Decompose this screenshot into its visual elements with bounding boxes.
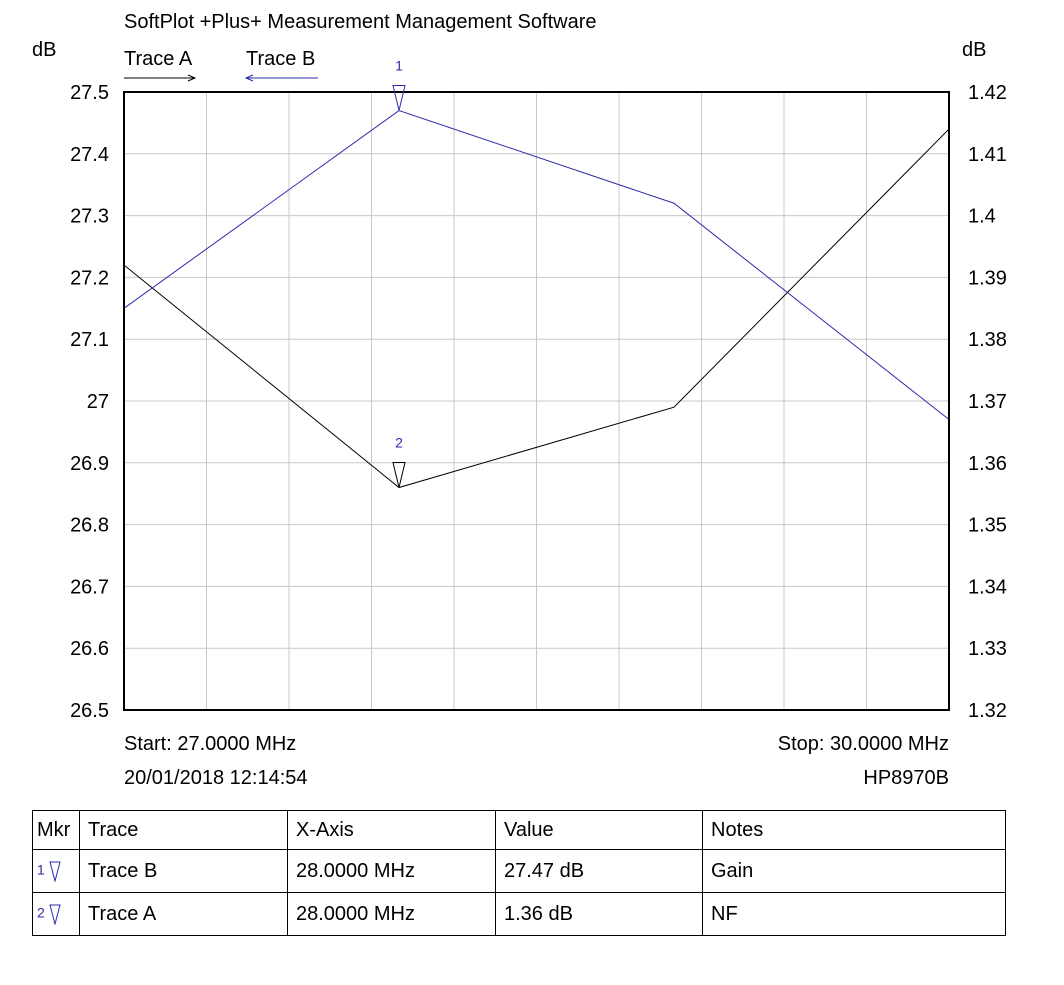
legend-trace-b-arrow (244, 74, 318, 82)
left-tick-label: 26.7 (70, 576, 109, 598)
timestamp: 20/01/2018 12:14:54 (124, 767, 308, 789)
marker-triangle-icon (392, 85, 406, 111)
header-trace: Trace (79, 810, 288, 850)
right-tick-label: 1.32 (968, 700, 1007, 722)
start-frequency: Start: 27.0000 MHz (124, 733, 296, 755)
left-tick-label: 26.8 (70, 515, 109, 537)
left-tick-label: 26.9 (70, 453, 109, 475)
right-tick-label: 1.34 (968, 576, 1007, 598)
left-tick-label: 27.1 (70, 329, 109, 351)
right-axis-ticks: 1.42 1.41 1.4 1.39 1.38 1.37 1.36 1.35 1.34 1.33 1… (968, 82, 1007, 722)
right-tick-label: 1.37 (968, 391, 1007, 413)
marker-number: 1 (37, 861, 45, 878)
header-notes: Notes (702, 810, 1006, 850)
row-notes: Gain (702, 849, 1006, 893)
right-tick-label: 1.42 (968, 82, 1007, 104)
marker-table-header: Mkr Trace X-Axis Value Notes (32, 810, 1006, 850)
series-line-trace-b (123, 109, 950, 420)
series-line-trace-a (123, 128, 950, 489)
chart-title: SoftPlot +Plus+ Measurement Management S… (124, 11, 596, 33)
legend-trace-b: Trace B (246, 48, 315, 70)
marker-label: 1 (395, 58, 403, 74)
right-tick-label: 1.35 (968, 515, 1007, 537)
right-tick-label: 1.39 (968, 267, 1007, 289)
row-x-axis: 28.0000 MHz (287, 849, 496, 893)
marker-number: 2 (37, 904, 45, 921)
row-value: 1.36 dB (495, 892, 703, 936)
chart: SoftPlot +Plus+ Measurement Management S… (32, 11, 1007, 789)
row-trace: Trace B (79, 849, 288, 893)
marker-triangle-icon (392, 462, 406, 488)
right-axis-unit: dB (962, 39, 986, 61)
right-tick-label: 1.33 (968, 638, 1007, 660)
row-trace: Trace A (79, 892, 288, 936)
right-tick-label: 1.36 (968, 453, 1007, 475)
marker-triangle-icon (49, 904, 61, 926)
marker-triangle-icon (49, 861, 61, 883)
marker-cell: 1 (32, 849, 80, 893)
row-notes: NF (702, 892, 1006, 936)
marker-table: Mkr Trace X-Axis Value Notes 1 Trace B 2… (32, 810, 1006, 936)
marker-label: 2 (395, 435, 403, 451)
marker-layer: 12 (392, 58, 406, 488)
stop-frequency: Stop: 30.0000 MHz (778, 733, 949, 755)
header-mkr: Mkr (32, 810, 80, 850)
legend-trace-a-arrow (124, 74, 197, 82)
row-x-axis: 28.0000 MHz (287, 892, 496, 936)
left-tick-label: 27 (87, 391, 109, 413)
left-tick-label: 27.5 (70, 82, 109, 104)
header-x-axis: X-Axis (287, 810, 496, 850)
left-tick-label: 27.4 (70, 144, 109, 166)
right-tick-label: 1.41 (968, 144, 1007, 166)
left-axis-unit: dB (32, 39, 56, 61)
legend-trace-a: Trace A (124, 48, 193, 70)
left-tick-label: 27.2 (70, 267, 109, 289)
left-tick-label: 26.5 (70, 700, 109, 722)
table-row: 1 Trace B 28.0000 MHz 27.47 dB Gain (32, 849, 1006, 893)
plot-frame (123, 91, 950, 711)
table-row: 2 Trace A 28.0000 MHz 1.36 dB NF (32, 892, 1006, 936)
series-layer (123, 109, 950, 489)
left-tick-label: 26.6 (70, 638, 109, 660)
header-value: Value (495, 810, 703, 850)
right-tick-label: 1.38 (968, 329, 1007, 351)
left-tick-label: 27.3 (70, 206, 109, 228)
chart-grid (124, 92, 949, 710)
right-tick-label: 1.4 (968, 206, 996, 228)
left-axis-ticks: 27.5 27.4 27.3 27.2 27.1 27 26.9 26.8 26.7 26.6 26… (70, 82, 109, 722)
row-value: 27.47 dB (495, 849, 703, 893)
instrument-name: HP8970B (863, 767, 949, 789)
marker-cell: 2 (32, 892, 80, 936)
